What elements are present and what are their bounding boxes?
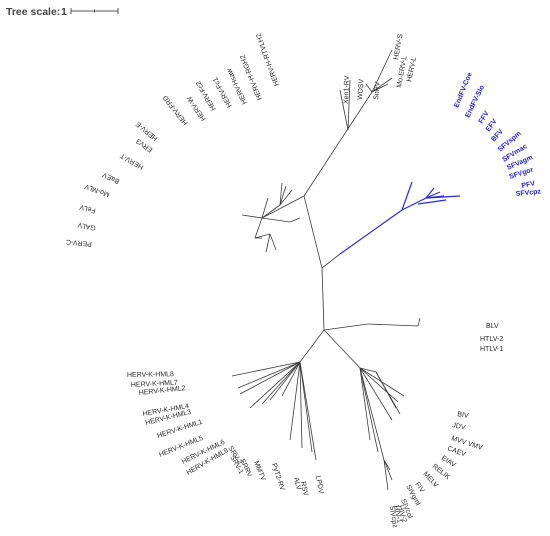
branch-gamma-5 (279, 185, 287, 206)
branch-foamy-stem (339, 209, 403, 255)
label-herv-k-hml2: HERV-K-HML2 (138, 385, 186, 397)
branch-snrv (365, 83, 373, 93)
label-mo-mlv: Mo-MLV (84, 182, 111, 198)
branch-lenti-12 (359, 367, 371, 441)
branch-lenti-4 (359, 367, 377, 373)
branch-foamy-c (425, 187, 435, 199)
branch-beta-stem (299, 329, 325, 363)
branch-beta-7 (281, 361, 301, 397)
label-sivcpz: SIVcpz (388, 505, 398, 528)
branch-mo-erv-l (371, 83, 389, 93)
branch-lenti-7 (359, 367, 385, 461)
branch-lenti-3 (359, 367, 399, 403)
branch-beta-6 (261, 361, 301, 405)
label-eiav: EIAV (440, 455, 457, 469)
branch-foamy-a (401, 181, 413, 211)
label-rsv: RSV (299, 481, 309, 497)
label-herv-k-hml7: HERV-K-HML7 (131, 380, 178, 389)
branch-delta-cluster (367, 323, 419, 327)
label-xen1-rv: Xen1-RV (343, 75, 351, 104)
branch-foamy-g (417, 199, 447, 205)
branch-gamma-1 (241, 214, 263, 219)
branch-beta-3 (231, 361, 301, 377)
label-htlv-2: HTLV-2 (480, 336, 503, 343)
label-sfvcpz: SFVcpz (515, 188, 541, 198)
branch-to-top (303, 91, 373, 197)
label-caev: CAEV (446, 445, 467, 458)
branch-lenti-9 (383, 459, 389, 491)
branch-delta-stem (323, 323, 369, 331)
branch-foamy-d (425, 191, 441, 199)
label-melv: MELV (422, 471, 440, 490)
branch-beta-5 (249, 361, 301, 409)
label-pfv: PFV (521, 180, 536, 190)
label-hiv-2: HIV-2 (396, 505, 408, 524)
branch-beta-10 (299, 361, 317, 461)
branch-gamma-4 (279, 182, 283, 206)
branch-gamma-7 (261, 197, 269, 219)
branch-lenti-10 (383, 459, 393, 481)
label-lpdv: LPDV (314, 475, 324, 495)
branch-upper-stem (303, 195, 323, 269)
branch-gamma-3 (261, 204, 281, 219)
branch-gamma-10 (265, 233, 271, 253)
branch-gamma-9 (254, 233, 271, 239)
branch-delta-a (417, 317, 421, 327)
branch-herv-l (371, 77, 393, 93)
label-herv-k-hml8: HERV-K-HML8 (127, 371, 174, 379)
branch-gamma-13 (289, 217, 301, 223)
label-galv: GALV (77, 221, 96, 231)
tree-scale-legend: Tree scale: 1 (6, 6, 119, 18)
branch-to-gamma (261, 195, 305, 219)
label-herv-frd: HERV-FRD (162, 94, 189, 126)
branch-beta-4 (239, 361, 301, 395)
tree-branches (231, 49, 461, 491)
branch-lenti-6 (375, 371, 401, 415)
branch-foamy-b (401, 197, 427, 211)
label-pyt2-rv: PyT2-RV (270, 462, 285, 491)
tree-scale-value: 1 (61, 6, 67, 18)
branch-backbone (321, 267, 325, 331)
label-htlv-1: HTLV-1 (480, 346, 503, 353)
branch-gamma-6 (279, 189, 293, 206)
branch-lenti-11 (359, 367, 379, 453)
label-jdv: JDV (452, 422, 467, 432)
label-herv-h-rtvlh2: HERV-H-RTVLH2 (255, 32, 281, 87)
branch-xen1 (339, 89, 349, 131)
branch-beta-11 (289, 361, 301, 441)
label-hiv-1: HIV-1 (392, 505, 403, 524)
branch-gamma-12 (261, 217, 291, 223)
label-wdsv: WDSV (357, 78, 365, 100)
label-herv-s: HERV-S (393, 33, 404, 60)
branch-gamma-11 (269, 233, 277, 251)
label-biv: BIV (457, 411, 470, 420)
branch-beta-1 (269, 361, 301, 401)
label-blv: BLV (486, 323, 499, 330)
branch-beta-8 (299, 361, 303, 449)
branch-wdsv (347, 79, 351, 131)
branch-beta-9 (299, 361, 313, 453)
branch-lenti-1 (359, 367, 393, 421)
branch-to-foamy (321, 253, 341, 269)
branch-lenti-stem (323, 329, 361, 369)
label-felv: FeLV (79, 203, 97, 214)
tree-scale-label: Tree scale: (6, 6, 60, 18)
branch-herv-s (371, 49, 393, 93)
label-snrv: SnRV (373, 81, 382, 100)
branch-gamma-2 (254, 217, 263, 239)
label-herv-t: HERV-T (119, 151, 145, 170)
label-mmtv: MMTV (252, 460, 266, 482)
label-alv: ALV (292, 477, 302, 491)
label-perv-c: PERV-C (66, 238, 92, 247)
branch-beta-2 (237, 361, 301, 389)
branch-foamy-f (425, 195, 461, 199)
label-baev: BaEV (101, 170, 120, 184)
leaf-labels: HERV-S Mo-ERV-L HERV-L SnRV WDSV Xen1-RV… (66, 32, 542, 529)
